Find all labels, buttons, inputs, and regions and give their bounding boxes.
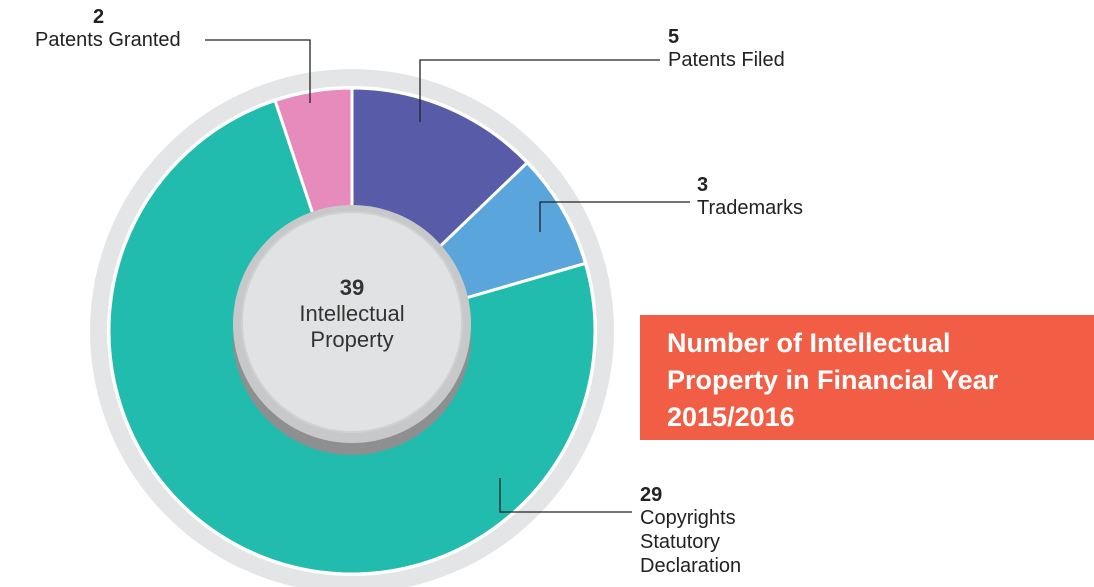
- leader-line: [499, 478, 632, 513]
- category-label: Patents Filed: [668, 49, 785, 71]
- chart-title: Number of Intellectual Property in Finan…: [667, 328, 999, 432]
- leader-line: [419, 59, 660, 122]
- value-label: 29: [640, 484, 663, 506]
- center-label: 39 Intellectual Property: [262, 275, 442, 353]
- leader-line: [205, 39, 311, 103]
- slice-label: 29 Copyrights Statutory Declaration: [640, 484, 760, 578]
- slice-label: 2 Patents Granted: [35, 6, 205, 52]
- center-text: Intellectual Property: [299, 301, 405, 352]
- category-label: Copyrights Statutory Declaration: [640, 507, 742, 577]
- category-label: Trademarks: [697, 197, 803, 219]
- leaders: [205, 39, 690, 513]
- center-value: 39: [339, 275, 365, 300]
- category-label: Patents Granted: [35, 29, 181, 51]
- leader-line: [539, 201, 690, 232]
- value-label: 3: [697, 174, 709, 196]
- slice-label: 3 Trademarks: [697, 174, 803, 220]
- value-label: 2: [93, 6, 105, 28]
- slice-label: 5 Patents Filed: [668, 26, 785, 72]
- title-box: Number of Intellectual Property in Finan…: [640, 315, 1094, 440]
- value-label: 5: [668, 26, 680, 48]
- center-disc: [241, 211, 463, 433]
